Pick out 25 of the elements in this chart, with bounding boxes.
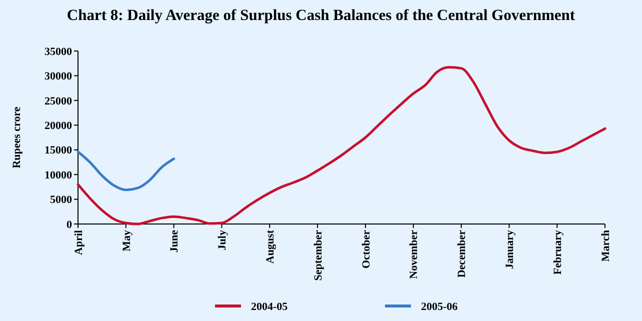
x-tick-label: October	[360, 230, 372, 268]
x-tick-label: June	[168, 230, 181, 253]
y-tick-label: 15000	[44, 144, 72, 157]
x-tick-label: July	[216, 230, 229, 250]
x-tick-label: May	[120, 230, 133, 252]
line-series	[76, 150, 176, 192]
x-tick-label: February	[552, 230, 564, 275]
legend-label: 2004-05	[251, 300, 288, 313]
x-tick-label: April	[72, 230, 85, 256]
y-tick-label: 30000	[44, 70, 72, 83]
x-tick-label: December	[456, 230, 468, 278]
y-tick-label: 25000	[44, 95, 72, 108]
y-tick-label: 20000	[44, 120, 72, 132]
y-tick-label: 0	[66, 218, 72, 231]
legend-label: 2005-06	[421, 300, 458, 313]
chart-title: Chart 8: Daily Average of Surplus Cash Balances of the Central Government	[66, 7, 576, 24]
x-tick-label: January	[504, 230, 516, 270]
x-tick-label: September	[312, 230, 324, 281]
x-tick-label: November	[408, 230, 420, 279]
y-tick-label: 10000	[44, 169, 72, 182]
y-tick-label: 5000	[50, 194, 72, 206]
y-axis-title: Rupees crore	[11, 106, 23, 168]
y-tick-label: 35000	[44, 46, 72, 58]
x-tick-label: August	[264, 230, 276, 264]
x-tick-label: March	[600, 230, 612, 262]
